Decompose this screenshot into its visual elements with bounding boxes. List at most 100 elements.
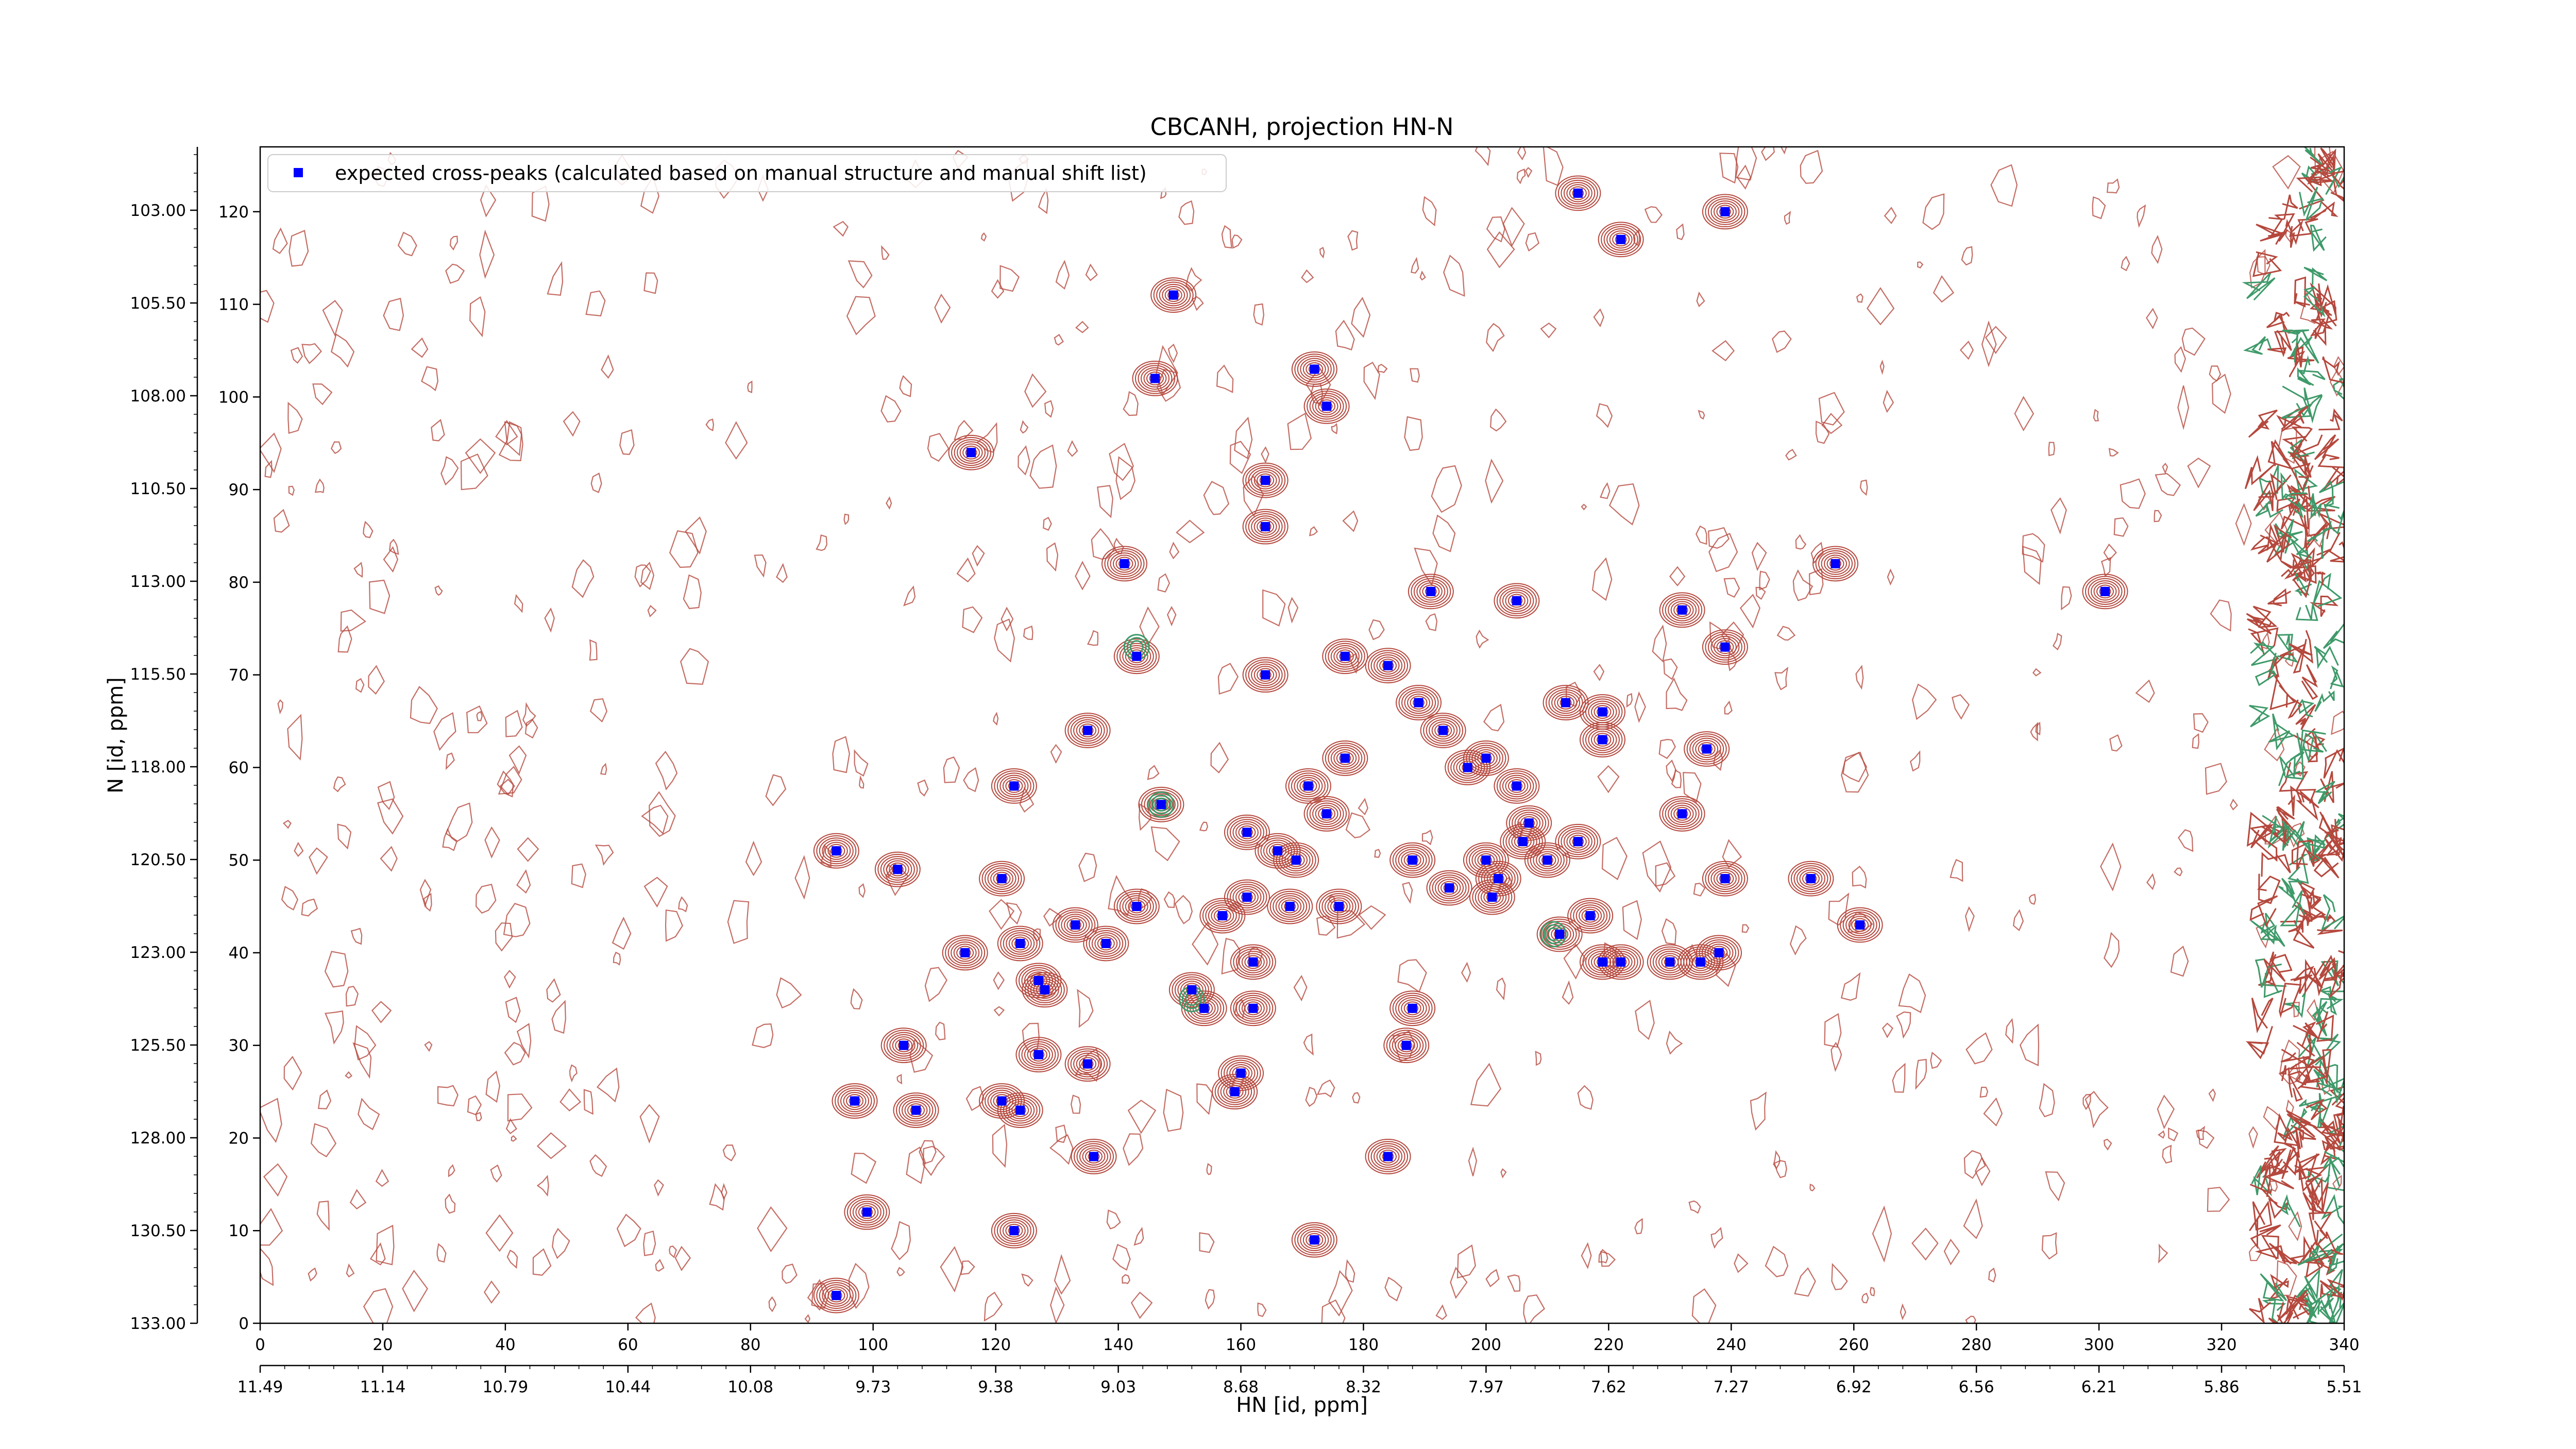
edge-noise-contour xyxy=(2310,224,2327,252)
peak-contour xyxy=(1392,1034,1421,1057)
peak-contour xyxy=(1005,779,1023,793)
peak-contour xyxy=(1116,890,1157,922)
peak-contour xyxy=(1011,936,1029,951)
cross-peak-marker xyxy=(1033,975,1043,985)
noise-contour xyxy=(1540,323,1557,339)
peak-contour xyxy=(1557,826,1598,857)
peak-contour xyxy=(981,863,1022,895)
peak-contour xyxy=(1168,972,1215,1008)
noise-contour xyxy=(272,227,288,254)
noise-contour xyxy=(1023,625,1033,641)
x-ppm-tick-label: 8.68 xyxy=(1223,1378,1259,1396)
peak-contour xyxy=(1107,550,1142,577)
peak-contour xyxy=(1029,1048,1047,1062)
edge-noise-contour xyxy=(2311,1093,2333,1127)
edge-noise-contour xyxy=(2266,534,2290,563)
noise-contour xyxy=(273,509,290,533)
peak-contour xyxy=(1499,587,1534,614)
peak-contour xyxy=(1251,663,1280,686)
edge-noise-contour xyxy=(2276,634,2299,663)
noise-contour xyxy=(1985,326,2007,355)
edge-noise-contour xyxy=(2308,1211,2333,1246)
noise-contour xyxy=(448,1164,455,1177)
peak-contour xyxy=(1138,365,1173,392)
noise-contour xyxy=(355,678,365,693)
noise-contour xyxy=(1739,594,1761,629)
cross-peak-marker xyxy=(1083,726,1093,735)
peak-contour xyxy=(1612,232,1630,247)
noise-contour xyxy=(1896,1011,1911,1039)
noise-contour xyxy=(1468,1147,1478,1176)
cross-peak-marker xyxy=(997,874,1007,884)
edge-noise-contour xyxy=(2316,571,2326,585)
peak-contour xyxy=(1141,789,1181,820)
cross-peak-marker xyxy=(1414,698,1423,707)
noise-contour xyxy=(1750,1091,1767,1131)
peak-contour xyxy=(1138,786,1184,822)
noise-contour xyxy=(1422,196,1437,227)
peak-contour xyxy=(1426,870,1472,906)
peak-contour xyxy=(1407,693,1431,712)
peak-contour xyxy=(1018,965,1059,997)
x-ppm-tick-label: 5.86 xyxy=(2204,1378,2240,1396)
x-index-tick-label: 260 xyxy=(1839,1336,1869,1354)
noise-contour xyxy=(345,1071,353,1079)
peak-contour xyxy=(1590,702,1614,721)
edge-noise-contour xyxy=(2267,588,2292,606)
peak-contour xyxy=(997,925,1043,962)
peak-contour xyxy=(1410,696,1428,710)
noise-contour xyxy=(1456,1244,1476,1279)
noise-contour xyxy=(1050,744,1062,764)
noise-contour xyxy=(589,1154,607,1177)
edge-noise-contour xyxy=(2289,426,2323,458)
peak-contour xyxy=(1570,900,1611,932)
peak-contour xyxy=(1055,909,1096,941)
peak-contour xyxy=(1067,1048,1108,1080)
noise-contour xyxy=(1964,906,1975,933)
peak-contour xyxy=(1508,830,1537,853)
peak-contour xyxy=(951,941,980,964)
edge-noise-contour xyxy=(2327,1278,2344,1301)
peak-contour xyxy=(1555,823,1601,860)
cross-peak-marker xyxy=(1199,1003,1209,1013)
peak-contour xyxy=(1235,995,1270,1022)
cross-peak-marker xyxy=(1383,661,1393,670)
peak-contour xyxy=(1202,900,1243,932)
peak-contour xyxy=(1702,861,1748,897)
peak-contour xyxy=(1691,955,1709,969)
peak-contour xyxy=(1466,844,1506,876)
peak-contour xyxy=(1702,194,1748,230)
y-index-tick-label: 30 xyxy=(229,1037,249,1055)
noise-contour xyxy=(858,883,866,898)
noise-contour xyxy=(479,229,495,279)
noise-contour xyxy=(1930,1052,1942,1069)
noise-contour xyxy=(1525,167,1533,178)
peak-contour xyxy=(1024,1043,1053,1066)
edge-noise-contour xyxy=(2269,675,2296,711)
peak-contour xyxy=(886,1032,921,1059)
noise-contour xyxy=(1050,1286,1065,1323)
noise-contour xyxy=(411,337,429,358)
peak-contour xyxy=(1027,971,1050,990)
peak-contour xyxy=(1312,802,1342,825)
cross-peak-marker xyxy=(1322,809,1332,819)
edge-noise-contour xyxy=(2249,823,2278,862)
edge-noise-contour xyxy=(2248,627,2279,656)
peak-contour xyxy=(1684,731,1730,767)
peak-contour xyxy=(1401,689,1436,716)
noise-contour xyxy=(589,639,598,661)
peak-contour xyxy=(1241,953,1265,971)
noise-contour xyxy=(669,530,699,568)
peak-contour xyxy=(1251,515,1280,538)
noise-contour xyxy=(2162,463,2168,475)
noise-contour xyxy=(2192,733,2199,749)
peak-contour xyxy=(1291,1222,1337,1258)
peak-contour xyxy=(1156,281,1191,309)
cross-peak-marker xyxy=(1033,1050,1043,1059)
cross-peak-marker xyxy=(1071,920,1080,930)
peak-contour xyxy=(1396,685,1442,720)
peak-contour xyxy=(1590,730,1614,749)
x-ppm-tick-label: 6.56 xyxy=(1959,1378,1994,1396)
peak-contour xyxy=(1569,186,1587,200)
cross-peak-marker xyxy=(1665,957,1675,967)
